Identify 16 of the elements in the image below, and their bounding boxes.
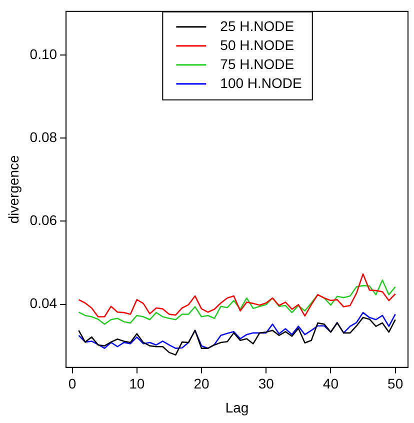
y-tick-label: 0.10 — [30, 46, 58, 62]
legend-label: 75 H.NODE — [220, 56, 294, 72]
x-axis-title: Lag — [225, 399, 249, 416]
x-tick-label: 0 — [68, 376, 76, 392]
y-tick-label: 0.04 — [30, 295, 58, 312]
legend-label: 50 H.NODE — [220, 36, 294, 53]
y-axis-title: divergence — [5, 154, 22, 224]
x-tick-label: 50 — [388, 376, 404, 392]
legend-label: 100 H.NODE — [220, 74, 302, 91]
x-tick-label: 30 — [258, 376, 274, 392]
x-tick-label: 40 — [322, 376, 339, 392]
y-tick-label: 0.06 — [30, 212, 58, 228]
x-tick-label: 10 — [129, 376, 145, 392]
x-tick-label: 20 — [194, 376, 210, 392]
y-tick-label: 0.08 — [30, 128, 58, 145]
legend-label: 25 H.NODE — [220, 18, 294, 34]
